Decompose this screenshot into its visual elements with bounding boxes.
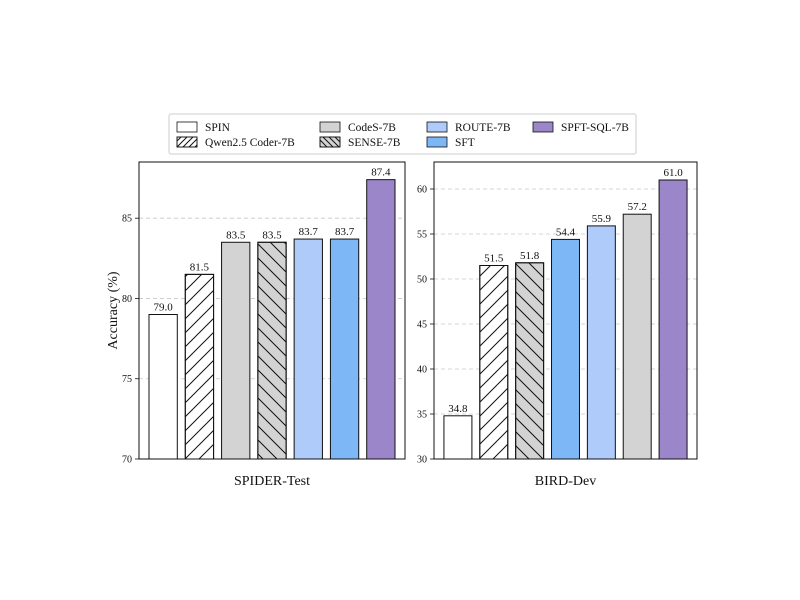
legend-label-qwen: Qwen2.5 Coder-7B <box>205 137 295 149</box>
legend-entry-spin: SPIN <box>176 121 231 134</box>
bar-hatch-sense <box>257 241 287 460</box>
legend-swatch-sft <box>426 136 448 148</box>
legend-entry-codes: CodeS-7B <box>319 121 396 134</box>
data-label-spin: 79.0 <box>154 302 174 314</box>
chart-panel-bird: 30 35 40 45 50 55 60 34.8 51.5 51.8 54.4 55.9 57.2 61… <box>417 161 698 489</box>
y-tick-label: 35 <box>417 410 427 421</box>
y-tick-label: 30 <box>417 455 427 466</box>
data-label-codes: 83.5 <box>226 229 246 241</box>
x-axis-label: SPIDER-Test <box>234 474 310 489</box>
bar-spin <box>148 314 178 460</box>
legend-entry-spft: SPFT-SQL-7B <box>532 121 629 134</box>
legend-label-spft: SPFT-SQL-7B <box>561 122 629 134</box>
bar-spft <box>658 179 688 460</box>
legend-label-route: ROUTE-7B <box>455 122 511 134</box>
legend-label-sft: SFT <box>455 137 475 149</box>
y-tick-label: 60 <box>417 185 427 196</box>
legend-entry-sense: SENSE-7B <box>319 136 401 149</box>
data-label-sft: 54.4 <box>556 226 576 238</box>
data-label-route: 55.9 <box>592 213 612 225</box>
bar-route <box>293 238 323 460</box>
legend-swatch-codes <box>319 121 341 133</box>
legend-swatch-spin <box>176 121 198 133</box>
y-axis-label: Accuracy (%) <box>106 271 121 349</box>
bar-hatch-qwen <box>479 265 509 460</box>
bar-route <box>586 225 616 460</box>
legend-entry-qwen: Qwen2.5 Coder-7B <box>176 136 295 149</box>
data-label-sense: 83.5 <box>262 229 282 241</box>
legend-label-spin: SPIN <box>205 122 231 134</box>
chart-panel-spider: 70 75 80 85 79.0 81.5 83.5 83.5 83.7 83.7 87.4 SPID… <box>106 161 406 489</box>
x-axis-label: BIRD-Dev <box>535 474 596 489</box>
y-tick-label: 55 <box>417 230 427 241</box>
bar-hatch-sense <box>515 262 545 460</box>
data-label-codes: 57.2 <box>628 201 647 213</box>
data-label-sft: 83.7 <box>335 226 355 238</box>
y-tick-label: 75 <box>122 374 132 385</box>
y-tick-label: 80 <box>122 294 132 305</box>
bar-codes <box>622 213 652 460</box>
data-label-qwen: 51.5 <box>484 253 504 265</box>
bar-sft <box>329 238 360 460</box>
legend-label-sense: SENSE-7B <box>348 137 401 149</box>
y-tick-label: 50 <box>417 275 427 286</box>
bar-sft <box>551 238 580 460</box>
legend-hatch-qwen <box>176 136 198 148</box>
plot-frame <box>433 161 698 460</box>
data-label-spft: 87.4 <box>371 167 391 179</box>
legend-swatch-spft <box>532 121 554 133</box>
legend-label-codes: CodeS-7B <box>348 122 396 134</box>
data-label-qwen: 81.5 <box>190 261 210 273</box>
data-label-spin: 34.8 <box>448 403 468 415</box>
y-tick-label: 45 <box>417 320 427 331</box>
data-label-route: 83.7 <box>299 226 319 238</box>
legend-frame <box>168 113 637 155</box>
legend-hatch-sense <box>319 136 341 148</box>
plot-frame <box>138 161 406 460</box>
y-tick-label: 40 <box>417 365 427 376</box>
bar-codes <box>221 241 251 460</box>
legend-entry-sft: SFT <box>426 136 475 149</box>
data-label-spft: 61.0 <box>663 167 683 179</box>
bar-spin <box>443 415 473 460</box>
y-tick-label: 85 <box>122 214 132 225</box>
legend: SPIN Qwen2.5 Coder-7B CodeS-7B SENSE-7B ROUT… <box>168 113 637 155</box>
bar-spft <box>366 179 396 460</box>
legend-entry-route: ROUTE-7B <box>426 121 511 134</box>
data-label-sense: 51.8 <box>520 250 540 262</box>
bar-hatch-qwen <box>184 273 215 460</box>
y-tick-label: 70 <box>122 455 132 466</box>
legend-swatch-route <box>426 121 448 133</box>
